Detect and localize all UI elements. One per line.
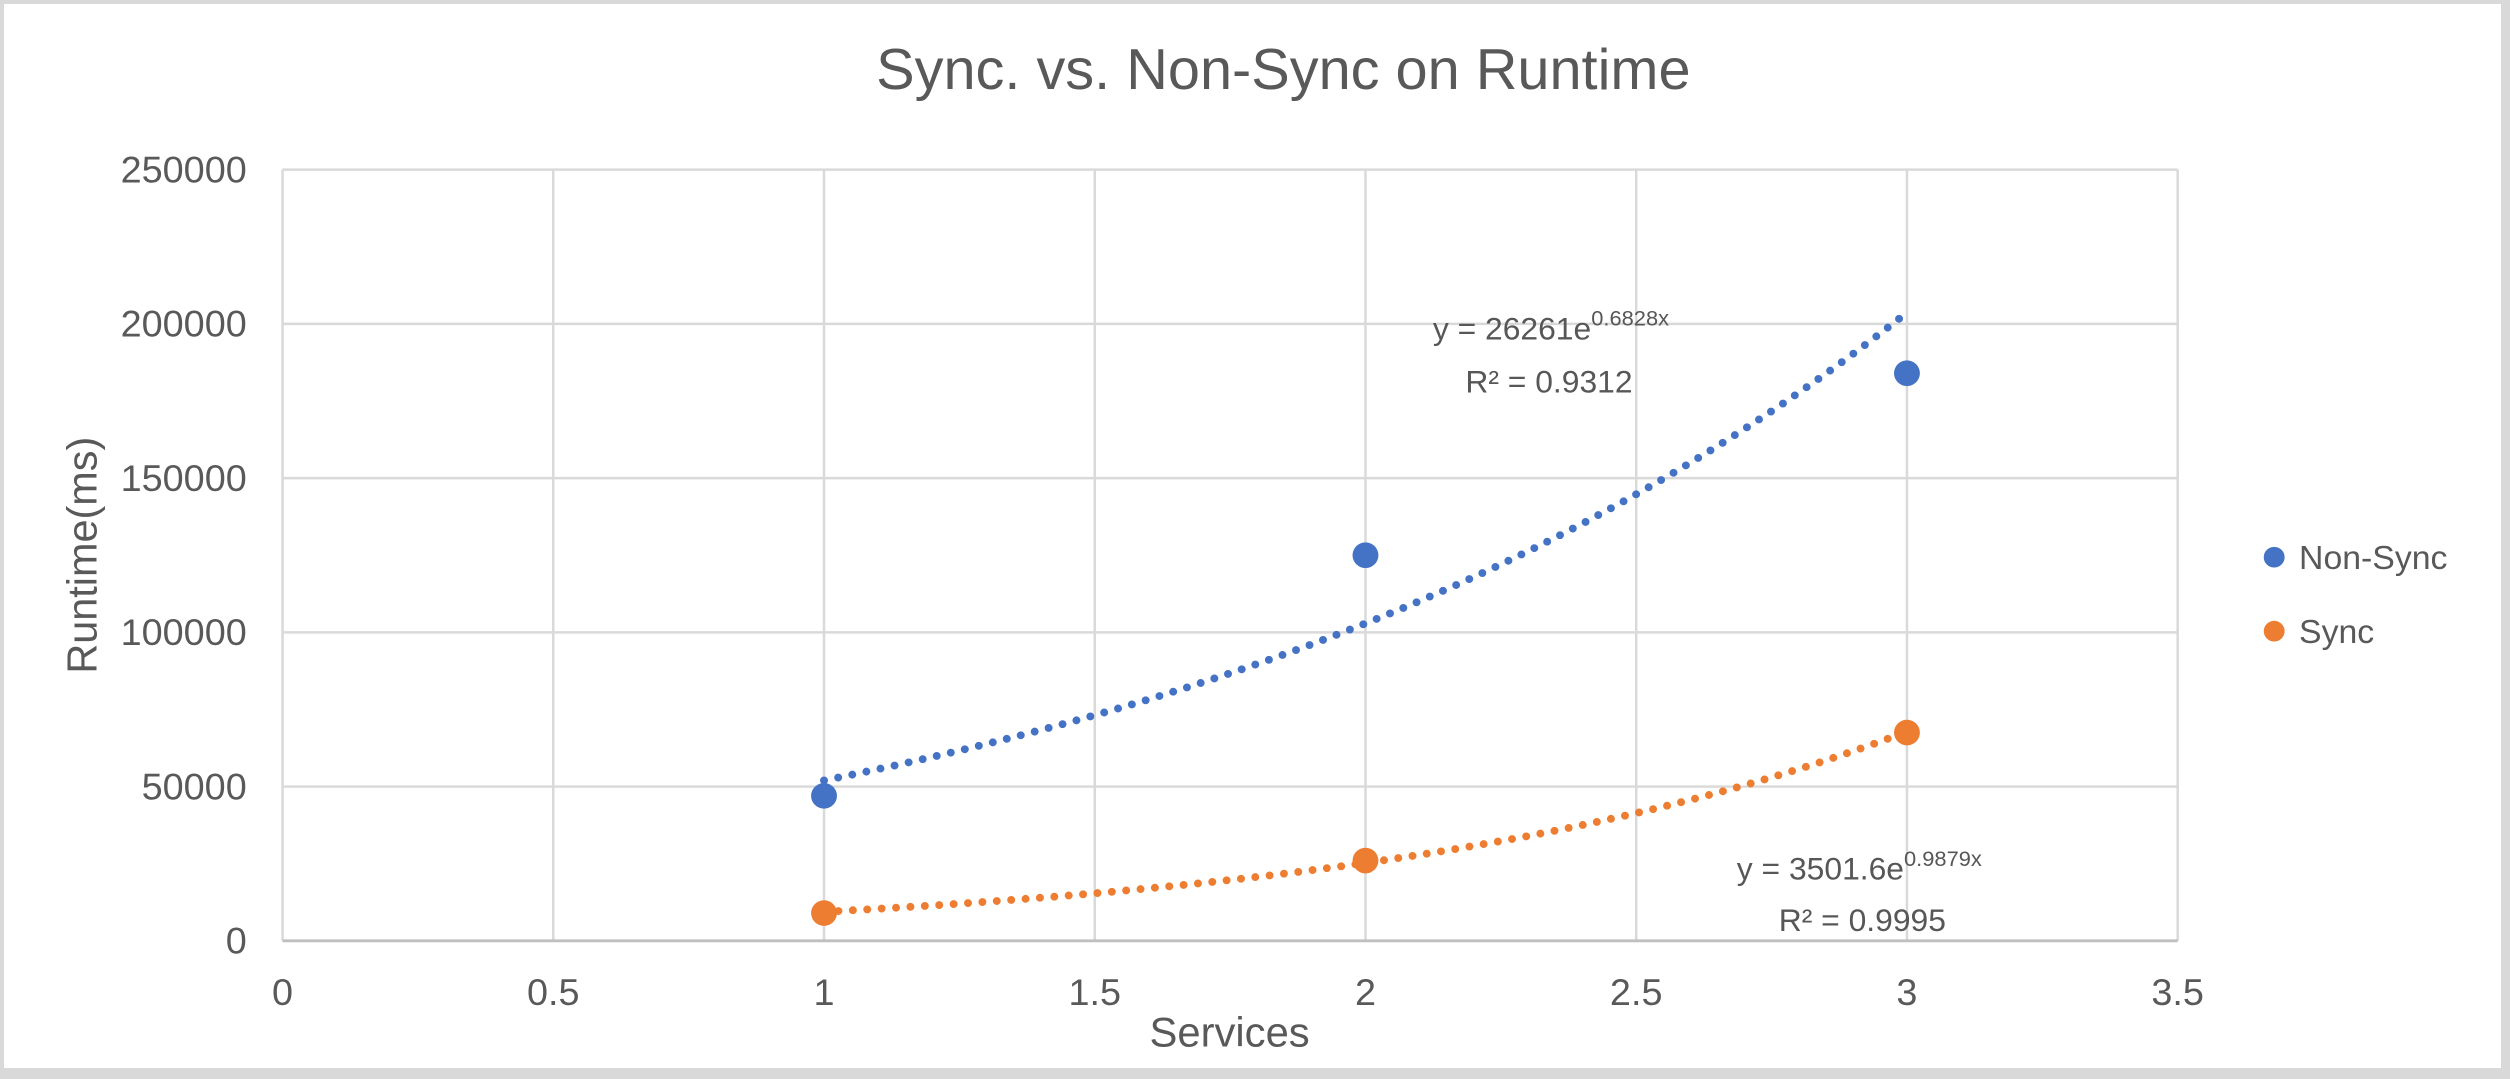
non-sync-data-point[interactable] [1894,360,1920,387]
legend-marker-sync[interactable] [2263,620,2285,642]
x-axis-title: Services [1150,1008,1310,1055]
non-sync-trendline[interactable] [820,308,1911,785]
y-tick-label: 150000 [121,457,247,499]
x-tick-label: 3.5 [2151,971,2204,1013]
legend: Non-Sync Sync [2263,540,2447,651]
non-sync-r-squared-label: R² = 0.9312 [1465,364,1632,400]
x-tick-label: 0.5 [527,971,580,1013]
sync-data-point[interactable] [1894,719,1920,746]
series-layer [811,308,1920,926]
gridlines-layer [281,168,2179,943]
legend-label-non-sync[interactable]: Non-Sync [2299,540,2447,577]
chart-canvas: 0 0.5 1 1.5 2 2.5 3 3.5 0 50000 100000 150000 200000… [58,38,2447,1055]
tick-labels-layer: 0 0.5 1 1.5 2 2.5 3 3.5 0 50000 100000 150000 200000… [121,149,2204,1013]
chart-title: Sync. vs. Non-Sync on Runtime [876,38,1690,102]
trendline-equations-layer: y = 26261e0.6828x R² = 0.9312 y = 3501.6e0… [1433,306,1982,938]
non-sync-trendline-equation: y = 26261e0.6828x [1433,306,1669,347]
y-axis-title: Runtime(ms) [58,437,105,674]
legend-marker-non-sync[interactable] [2263,546,2285,568]
y-tick-label: 200000 [121,303,247,345]
x-tick-label: 3 [1896,971,1917,1013]
sync-r-squared-label: R² = 0.9995 [1779,902,1946,938]
non-sync-data-point[interactable] [811,783,837,809]
non-sync-data-point[interactable] [1352,542,1379,569]
y-tick-label: 50000 [142,766,247,808]
x-tick-label: 1.5 [1068,971,1121,1013]
sync-trendline[interactable] [820,727,1911,916]
y-tick-label: 0 [226,920,247,962]
x-tick-label: 2 [1355,971,1376,1013]
x-tick-label: 1 [814,971,835,1013]
sync-data-point[interactable] [1352,847,1379,874]
sync-data-point[interactable] [811,900,837,926]
legend-label-sync[interactable]: Sync [2299,614,2374,651]
x-tick-label: 0 [272,971,293,1013]
y-tick-label: 250000 [121,149,247,191]
sync-trendline-equation: y = 3501.6e0.9879x [1737,846,1982,887]
y-tick-label: 100000 [121,611,247,653]
x-tick-label: 2.5 [1610,971,1663,1013]
